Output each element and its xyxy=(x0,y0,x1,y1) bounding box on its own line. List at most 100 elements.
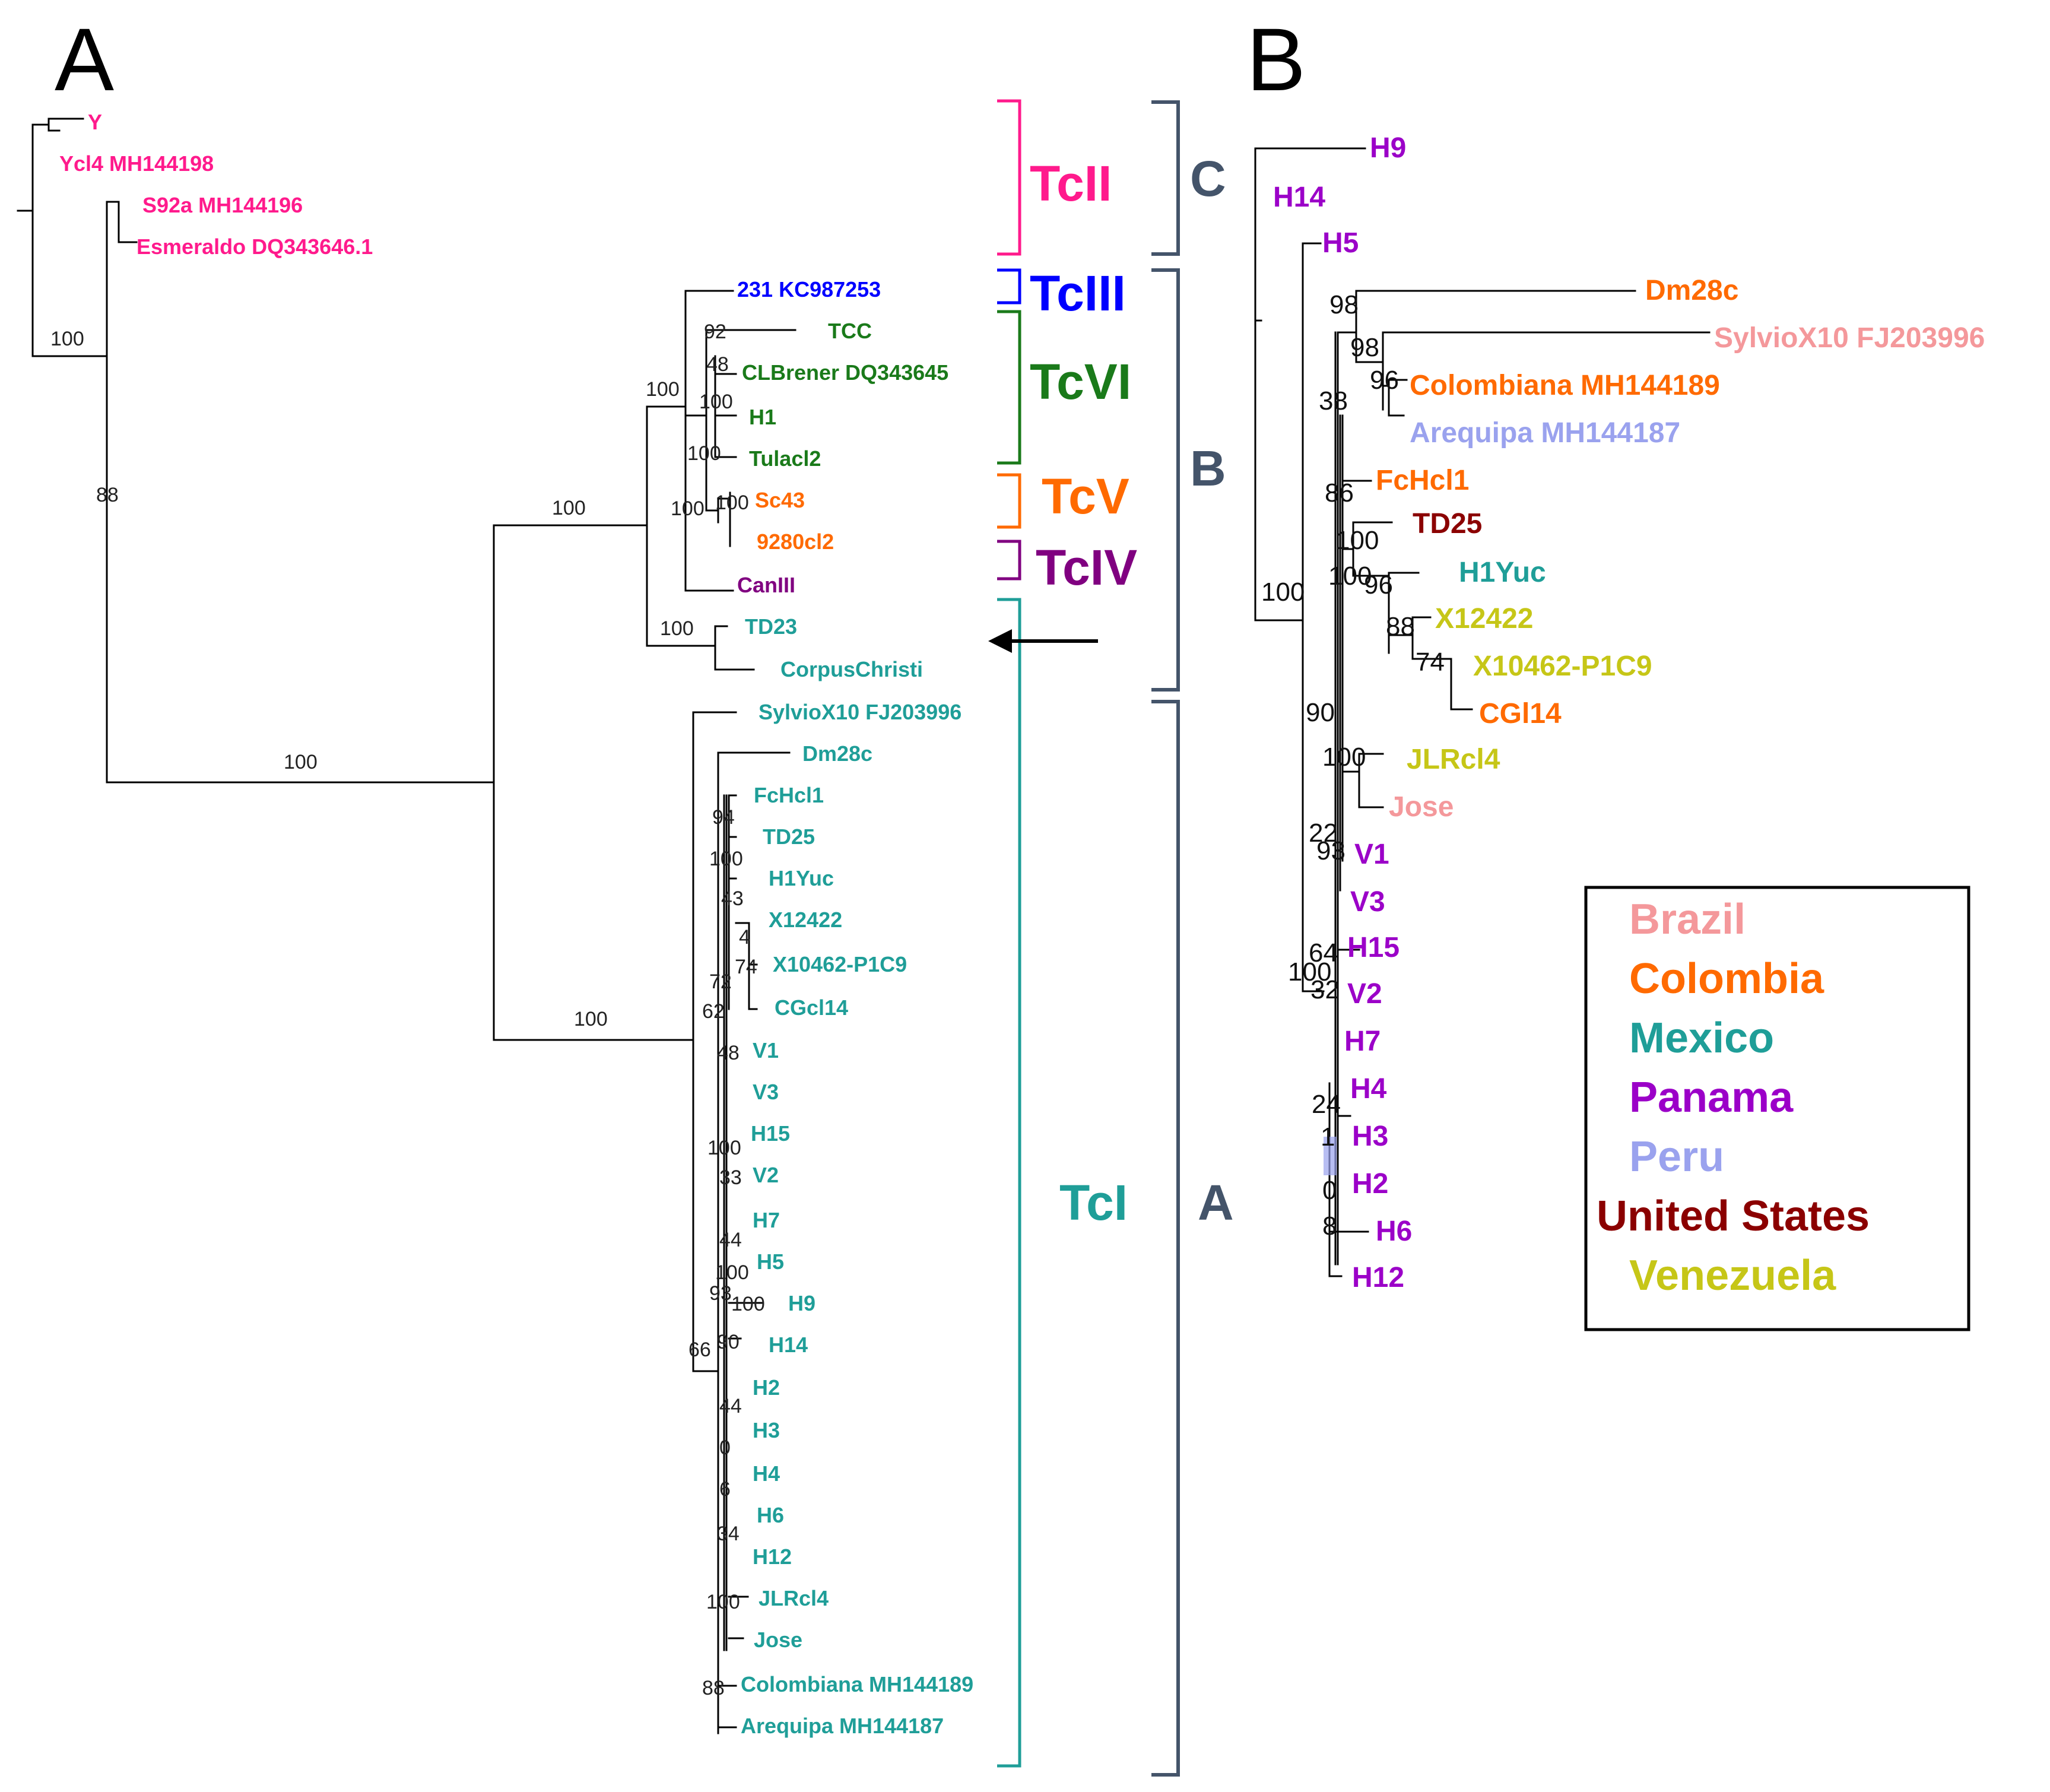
taxon-label: H9 xyxy=(1370,132,1406,164)
group-label-b: B xyxy=(1190,440,1226,496)
support-value: 93 xyxy=(709,1282,732,1305)
taxon-label: JLRcl4 xyxy=(759,1586,829,1610)
taxon-label: Arequipa MH144187 xyxy=(741,1714,944,1738)
taxon-label: H7 xyxy=(1344,1026,1381,1057)
support-value: 90 xyxy=(717,1331,740,1353)
group-a-bracket xyxy=(1151,700,1180,1777)
taxon-label: V2 xyxy=(1347,978,1382,1010)
taxon-label: H12 xyxy=(753,1544,792,1569)
legend-item-venezuela: Venezuela xyxy=(1629,1252,1836,1299)
taxon-label: V2 xyxy=(753,1163,779,1187)
panel-label-b: B xyxy=(1246,9,1306,109)
taxon-label: TD25 xyxy=(763,824,815,849)
taxon-label: H14 xyxy=(769,1333,808,1357)
clade-label-tcII: TcII xyxy=(1030,156,1112,211)
taxon-label: Dm28c xyxy=(802,741,872,766)
support-value: 100 xyxy=(1288,957,1331,987)
support-value: 38 xyxy=(1319,386,1348,416)
taxon-label: H5 xyxy=(757,1249,784,1274)
group-c-bracket xyxy=(1151,100,1180,256)
taxon-label: Colombiana MH144189 xyxy=(741,1672,973,1696)
taxon-label: Jose xyxy=(1389,791,1454,823)
support-value: 100 xyxy=(731,1293,765,1315)
group-b-bracket xyxy=(1151,268,1180,692)
support-value: 100 xyxy=(660,617,694,640)
legend-item-panama: Panama xyxy=(1629,1074,1794,1121)
legend-item-united-states: United States xyxy=(1597,1192,1870,1240)
support-value: 4 xyxy=(739,926,750,949)
taxon-label: 9280cl2 xyxy=(757,529,834,554)
support-value: 100 xyxy=(687,442,721,465)
support-value: 33 xyxy=(719,1166,742,1189)
support-value: 100 xyxy=(706,1591,740,1613)
legend-item-brazil: Brazil xyxy=(1629,896,1746,943)
taxon-label: FcHcl1 xyxy=(754,783,824,807)
support-value: 0 xyxy=(719,1436,731,1459)
support-value: 100 xyxy=(574,1008,608,1030)
taxon-label: Sc43 xyxy=(755,488,805,512)
support-value: 48 xyxy=(706,353,729,376)
taxon-label: CLBrener DQ343645 xyxy=(742,360,948,385)
support-value: 44 xyxy=(719,1395,742,1417)
tree-a-branches xyxy=(17,118,796,1734)
support-value: 44 xyxy=(719,1229,742,1251)
support-value: 74 xyxy=(1416,648,1445,677)
support-value: 96 xyxy=(1370,366,1399,395)
legend-item-peru: Peru xyxy=(1629,1133,1724,1181)
tcIV-bracket xyxy=(997,540,1021,581)
clade-label-tcIV: TcIV xyxy=(1036,540,1137,595)
tree-a-taxa: Y Ycl4 MH144198 S92a MH144196 Esmeraldo … xyxy=(59,110,973,1738)
taxon-label: SylvioX10 FJ203996 xyxy=(1714,322,1985,354)
tree-b-branches xyxy=(1254,147,1711,1277)
support-value: 100 xyxy=(1322,743,1366,772)
taxon-label: H6 xyxy=(1376,1216,1412,1247)
taxon-label: H7 xyxy=(753,1208,780,1232)
clade-label-tcIII: TcIII xyxy=(1030,265,1126,321)
taxon-label: H3 xyxy=(1352,1121,1388,1152)
legend-item-colombia: Colombia xyxy=(1629,955,1824,1003)
tcVI-bracket xyxy=(997,310,1021,465)
support-value: 98 xyxy=(1350,333,1379,362)
taxon-label: H15 xyxy=(1347,932,1400,963)
taxon-label: CGl14 xyxy=(1479,698,1562,730)
taxon-label: H3 xyxy=(753,1418,780,1442)
taxon-label: Colombiana MH144189 xyxy=(1410,370,1720,401)
taxon-label: TD25 xyxy=(1413,508,1482,540)
support-value: 90 xyxy=(1306,698,1335,727)
taxon-label: CorpusChristi xyxy=(780,657,923,681)
support-value: 100 xyxy=(709,848,743,870)
taxon-label: H6 xyxy=(757,1503,784,1527)
taxon-label: Jose xyxy=(754,1628,802,1652)
support-value: 88 xyxy=(702,1677,725,1699)
support-value: 43 xyxy=(721,887,744,910)
taxon-label: V1 xyxy=(753,1038,779,1062)
taxon-label: CanIII xyxy=(737,573,795,597)
taxon-label: Dm28c xyxy=(1645,275,1738,306)
tree-b-taxa: H9 H14 H5 Dm28c SylvioX10 FJ203996 Colom… xyxy=(1273,132,1985,1293)
support-value: 72 xyxy=(709,970,732,993)
taxon-label: H12 xyxy=(1352,1262,1404,1293)
taxon-label: H1Yuc xyxy=(769,866,834,890)
support-value: 66 xyxy=(688,1339,711,1361)
group-label-c: C xyxy=(1190,151,1226,207)
taxon-label: X12422 xyxy=(1435,603,1534,635)
legend: Brazil Colombia Mexico Panama Peru Unite… xyxy=(1584,886,1970,1331)
taxon-label: FcHcl1 xyxy=(1376,465,1469,496)
taxon-label: 231 KC987253 xyxy=(737,277,881,302)
clade-label-tcI: TcI xyxy=(1059,1175,1128,1230)
support-value: 22 xyxy=(1309,819,1338,848)
support-value: 100 xyxy=(552,497,586,519)
taxon-label: X12422 xyxy=(769,908,842,932)
support-value: 24 xyxy=(1312,1090,1341,1119)
taxon-label: V1 xyxy=(1354,839,1389,870)
support-value: 48 xyxy=(717,1042,740,1064)
taxon-label: H5 xyxy=(1322,227,1359,259)
tcI-bracket xyxy=(997,598,1021,1768)
support-value: 64 xyxy=(1309,938,1338,968)
support-value: 100 xyxy=(50,328,84,350)
clade-brackets xyxy=(997,99,1021,1768)
legend-box xyxy=(1584,886,1970,1331)
support-value: 98 xyxy=(1329,290,1359,319)
